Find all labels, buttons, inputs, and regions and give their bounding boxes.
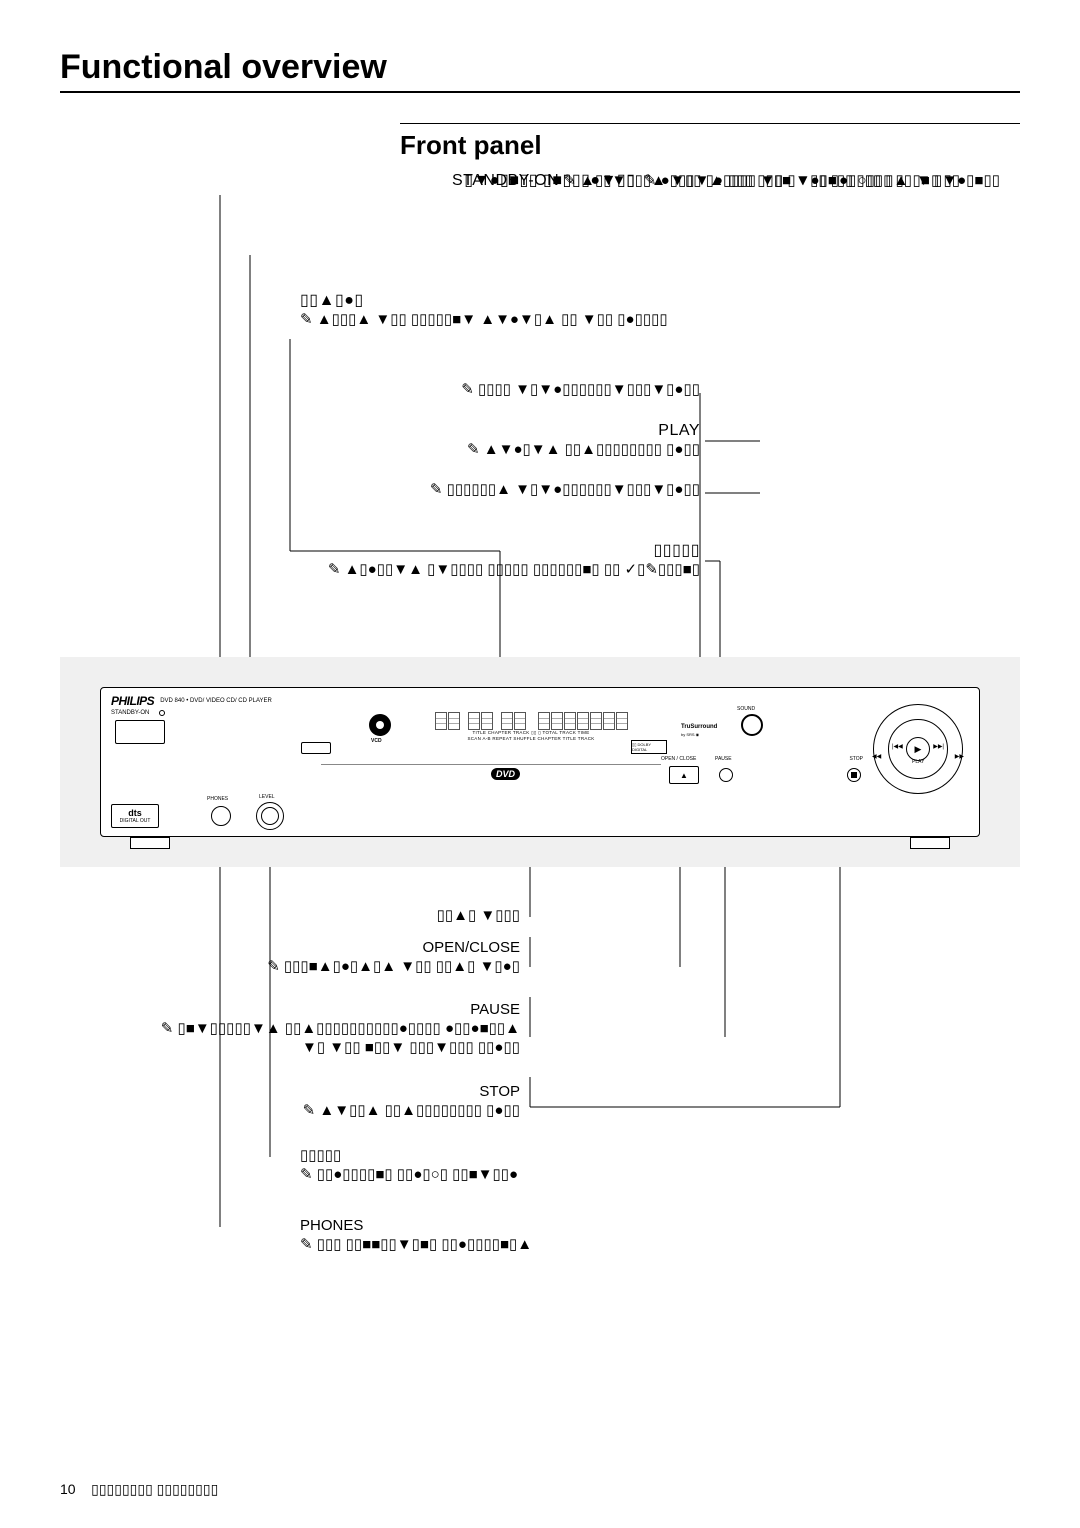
pause-label: PAUSE bbox=[715, 756, 732, 762]
display-segments bbox=[435, 712, 628, 730]
subtitle: Front panel bbox=[400, 130, 1020, 161]
jog-play-label: PLAY bbox=[912, 759, 924, 765]
callout-display: ▯▯▲▯●▯ ✎ ▲▯▯▯▲ ▼▯▯ ▯▯▯▯▯■▼ ▲▼●▼▯▲ ▯▯ ▼▯▯… bbox=[300, 291, 750, 330]
tray-label: ▯▯▲▯ ▼▯▯▯ bbox=[437, 907, 520, 924]
play-desc: ✎ ▲▼●▯▼▲ ▯▯▲▯▯▯▯▯▯▯▯ ▯●▯▯ bbox=[320, 441, 700, 460]
vcd-label: VCD bbox=[371, 738, 382, 744]
sound-desc: ✎ ▲▯●▯▯▼▲ ▯▼▯▯▯▯ ▯▯▯▯▯ ▯▯▯▯▯▯■▯ ▯▯ ✓▯✎▯▯… bbox=[320, 561, 700, 580]
callout-sound: ▯▯▯▯▯ ✎ ▲▯●▯▯▼▲ ▯▼▯▯▯▯ ▯▯▯▯▯ ▯▯▯▯▯▯■▯ ▯▯… bbox=[320, 541, 700, 580]
phones-desc: ✎ ▯▯▯ ▯▯■■▯▯▼▯■▯ ▯▯●▯▯▯▯■▯▲ bbox=[300, 1236, 800, 1255]
vcd-icon bbox=[369, 714, 391, 736]
jog-dial[interactable]: ▶ ◀◀ ▶▶ |◀◀ ▶▶| PLAY bbox=[873, 704, 963, 794]
subtitle-section: Front panel STANDBY-ON ✎ ▲▯▯▼▯▯▯▲ ▼▯▯ ▯●… bbox=[400, 123, 1020, 651]
callout-stop: STOP ✎ ▲▼▯▯▲ ▯▯▲▯▯▯▯▯▯▯▯ ▯●▯▯ bbox=[20, 1083, 520, 1121]
open-close-label-c: OPEN/CLOSE bbox=[20, 939, 520, 958]
standby-button[interactable] bbox=[115, 720, 165, 744]
display-label: ▯▯▲▯●▯ bbox=[300, 291, 750, 311]
trusurround-logo: TruSurround bbox=[681, 724, 717, 730]
jog-prev-icon: |◀◀ bbox=[892, 743, 903, 750]
level-desc: ✎ ▯▯●▯▯▯▯■▯ ▯▯●▯○▯ ▯▯■▼▯▯● bbox=[300, 1166, 800, 1185]
stop-desc: ✎ ▲▼▯▯▲ ▯▯▲▯▯▯▯▯▯▯▯ ▯●▯▯ bbox=[20, 1102, 520, 1121]
jog-next-icon: ▶▶| bbox=[933, 743, 944, 750]
play-label: PLAY bbox=[320, 421, 700, 441]
open-close-label: OPEN / CLOSE bbox=[661, 756, 696, 762]
level-knob-inner bbox=[261, 807, 279, 825]
bottom-callouts: ▯▯▲▯ ▼▯▯▯ OPEN/CLOSE ✎ ▯▯▯■▲▯●▯▲▯▲ ▼▯▯ ▯… bbox=[60, 867, 1020, 1287]
callout-standby-ind: ▯▼●▯■▯▯ ▯■▯▯▯●▼▯▯ ✎ ●▯▯▯▼▲ ▯▯▯ ▯▯▯■ ▼▯▯ … bbox=[300, 171, 1000, 191]
stop-label-c: STOP bbox=[20, 1083, 520, 1102]
tray-slot bbox=[321, 764, 661, 765]
standby-row: STANDBY-ON bbox=[111, 710, 165, 716]
callout-level: ▯▯▯▯▯ ✎ ▯▯●▯▯▯▯■▯ ▯▯●▯○▯ ▯▯■▼▯▯● bbox=[300, 1147, 800, 1185]
dolby-logo: ▯▯ DOLBY DIGITAL bbox=[631, 740, 667, 754]
sound-label: ▯▯▯▯▯ bbox=[320, 541, 700, 561]
display-panel: TITLE CHAPTER TRACK ▯▯ ▯ TOTAL TRACK TIM… bbox=[401, 712, 661, 742]
jog-play-button[interactable]: ▶ bbox=[906, 737, 930, 761]
brand-row: PHILIPS DVD 840 • DVD/ VIDEO CD/ CD PLAY… bbox=[111, 694, 272, 708]
dvd-logo: DVD bbox=[491, 768, 520, 780]
standby-ind-label: ▯▼●▯■▯▯ ▯■▯▯▯●▼▯▯ bbox=[464, 172, 635, 189]
standby-ind-desc: ✎ ●▯▯▯▼▲ ▯▯▯ ▯▯▯■ ▼▯▯ ▯●▯▯▯▯ ▯▲ ▯■ ▯▼●▯■… bbox=[644, 172, 1000, 189]
model-text: DVD 840 • DVD/ VIDEO CD/ CD PLAYER bbox=[160, 698, 272, 704]
page-title: Functional overview bbox=[60, 48, 1020, 93]
phones-label-c: PHONES bbox=[300, 1217, 800, 1236]
phones-jack[interactable] bbox=[211, 806, 231, 826]
callout-play: PLAY ✎ ▲▼●▯▼▲ ▯▯▲▯▯▯▯▯▯▯▯ ▯●▯▯ bbox=[320, 421, 700, 460]
pause-label-c: PAUSE bbox=[20, 1001, 520, 1020]
pause-button[interactable] bbox=[719, 768, 733, 782]
jog-ff-icon: ▶▶ bbox=[955, 753, 964, 760]
callout-tray: ▯▯▲▯ ▼▯▯▯ bbox=[20, 907, 520, 926]
cd-logo bbox=[301, 742, 331, 754]
dts-text: dts bbox=[128, 808, 142, 818]
footer-text: ▯▯▯▯▯▯▯▯ ▯▯▯▯▯▯▯▯ bbox=[91, 1481, 218, 1497]
device-band: PHILIPS DVD 840 • DVD/ VIDEO CD/ CD PLAY… bbox=[60, 657, 1020, 867]
trusurround-sub: by SRS ◉ bbox=[681, 732, 699, 737]
brand-logo: PHILIPS bbox=[111, 694, 154, 708]
display-desc: ✎ ▲▯▯▯▲ ▼▯▯ ▯▯▯▯▯■▼ ▲▼●▼▯▲ ▯▯ ▼▯▯ ▯●▯▯▯▯ bbox=[300, 311, 750, 330]
prev-desc: ✎ ▯▯▯▯ ▼▯▼●▯▯▯▯▯▯▼▯▯▯▼▯●▯▯ bbox=[461, 381, 700, 398]
sound-button[interactable] bbox=[741, 714, 763, 736]
level-label: LEVEL bbox=[259, 794, 275, 800]
open-close-desc: ✎ ▯▯▯■▲▯●▯▲▯▲ ▼▯▯ ▯▯▲▯ ▼▯●▯ bbox=[20, 958, 520, 977]
pause-desc2: ▼▯ ▼▯▯ ■▯▯▼ ▯▯▯▼▯▯▯ ▯▯●▯▯ bbox=[20, 1039, 520, 1058]
callout-pause: PAUSE ✎ ▯■▼▯▯▯▯▯▼▲ ▯▯▲▯▯▯▯▯▯▯▯▯▯●▯▯▯▯ ●▯… bbox=[20, 1001, 520, 1057]
pause-desc1: ✎ ▯■▼▯▯▯▯▯▼▲ ▯▯▲▯▯▯▯▯▯▯▯▯▯●▯▯▯▯ ●▯▯●■▯▯▲ bbox=[20, 1020, 520, 1039]
open-close-button[interactable]: ▲ bbox=[669, 766, 699, 784]
callout-next: ✎ ▯▯▯▯▯▯▲ ▼▯▼●▯▯▯▯▯▯▼▯▯▯▼▯●▯▯ bbox=[320, 481, 700, 500]
stop-icon bbox=[851, 772, 857, 778]
callout-open-close: OPEN/CLOSE ✎ ▯▯▯■▲▯●▯▲▯▲ ▼▯▯ ▯▯▲▯ ▼▯●▯ bbox=[20, 939, 520, 977]
stop-label: STOP bbox=[849, 756, 863, 762]
page-footer: 10 ▯▯▯▯▯▯▯▯ ▯▯▯▯▯▯▯▯ bbox=[60, 1481, 218, 1498]
device-front-panel: PHILIPS DVD 840 • DVD/ VIDEO CD/ CD PLAY… bbox=[100, 687, 980, 837]
jog-rw-icon: ◀◀ bbox=[872, 753, 881, 760]
dts-sub: DIGITAL OUT bbox=[120, 818, 151, 824]
callout-phones: PHONES ✎ ▯▯▯ ▯▯■■▯▯▼▯■▯ ▯▯●▯▯▯▯■▯▲ bbox=[300, 1217, 800, 1255]
foot-left bbox=[130, 837, 170, 849]
next-desc: ✎ ▯▯▯▯▯▯▲ ▼▯▼●▯▯▯▯▯▯▼▯▯▯▼▯●▯▯ bbox=[430, 481, 700, 498]
foot-right bbox=[910, 837, 950, 849]
dts-logo: dts DIGITAL OUT bbox=[111, 804, 159, 828]
phones-label: PHONES bbox=[207, 796, 228, 802]
top-callouts: STANDBY-ON ✎ ▲▯▯▼▯▯▯▲ ▼▯▯ ▯●▯▯▯▯ ▼▯ ▯▼●▯… bbox=[400, 171, 1020, 651]
sound-label-device: SOUND bbox=[737, 706, 755, 712]
display-labels-2: SCAN A-B REPEAT SHUFFLE CHAPTER TITLE TR… bbox=[467, 737, 594, 742]
callout-prev: ✎ ▯▯▯▯ ▼▯▼●▯▯▯▯▯▯▼▯▯▯▼▯●▯▯ bbox=[320, 381, 700, 400]
level-label-c: ▯▯▯▯▯ bbox=[300, 1147, 800, 1166]
standby-on-label: STANDBY-ON bbox=[111, 710, 149, 716]
stop-button[interactable] bbox=[847, 768, 861, 782]
standby-indicator-icon bbox=[159, 710, 165, 716]
footer-page-number: 10 bbox=[60, 1481, 76, 1497]
